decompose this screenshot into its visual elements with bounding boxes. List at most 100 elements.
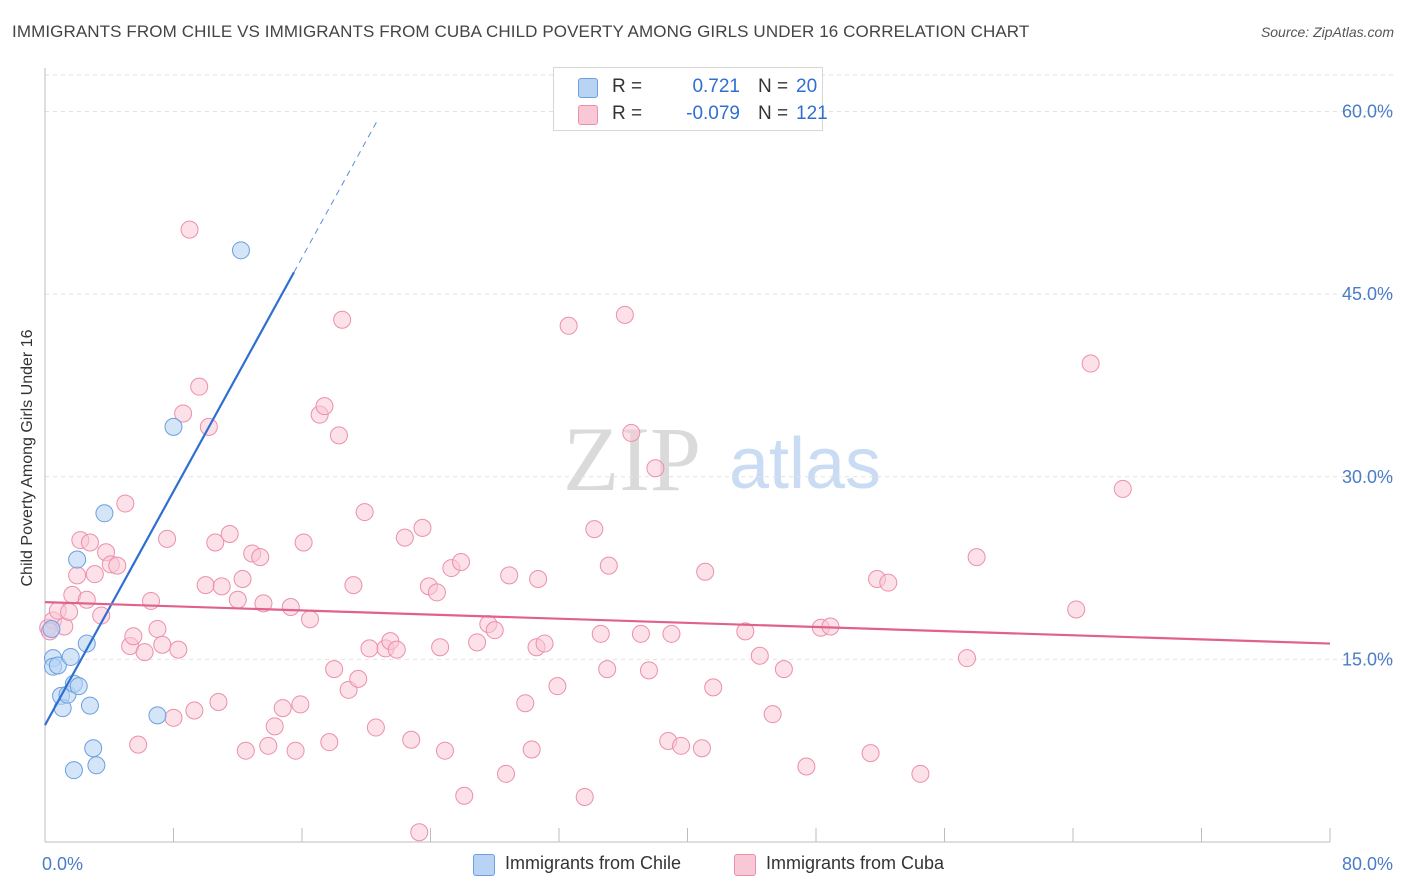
watermark-zip: ZIP xyxy=(563,408,701,510)
cuba-point xyxy=(410,823,429,842)
cuba-point xyxy=(529,570,548,589)
cuba-point xyxy=(559,316,578,335)
watermark-atlas: atlas xyxy=(729,424,881,504)
cuba-point xyxy=(967,548,986,567)
cuba-point xyxy=(585,520,604,539)
cuba-point xyxy=(797,757,816,776)
cuba-point xyxy=(124,627,143,646)
cuba-point xyxy=(395,528,414,547)
cuba-point xyxy=(427,583,446,602)
y-tick-label: 60.0% xyxy=(1342,102,1393,122)
cuba-point xyxy=(325,660,344,679)
cuba-legend-label: Immigrants from Cuba xyxy=(766,853,945,873)
cuba-point xyxy=(108,556,127,575)
cuba-point xyxy=(662,624,681,643)
cuba-point xyxy=(169,640,188,659)
cuba-point xyxy=(329,426,348,445)
cuba-point xyxy=(704,678,723,697)
x-tick-label: 0.0% xyxy=(42,854,83,874)
cuba-point xyxy=(1081,354,1100,373)
cuba-point xyxy=(622,423,641,442)
cuba-point xyxy=(281,598,300,617)
cuba-point xyxy=(500,566,519,585)
axes xyxy=(44,68,1331,843)
chile-point xyxy=(87,756,106,775)
cuba-point xyxy=(190,377,209,396)
cuba-point xyxy=(522,740,541,759)
cuba-point xyxy=(273,699,292,718)
cuba-point xyxy=(291,695,310,714)
cuba-n-value: 121 xyxy=(796,103,828,124)
y-tick-label: 45.0% xyxy=(1342,284,1393,304)
cuba-point xyxy=(116,494,135,513)
cuba-point xyxy=(220,524,239,543)
cuba-point xyxy=(431,638,450,657)
cuba-point xyxy=(911,764,930,783)
cuba-point xyxy=(174,404,193,423)
cuba-point xyxy=(452,552,471,571)
source-credit: Source: ZipAtlas.com xyxy=(1260,24,1394,40)
cuba-point xyxy=(80,533,99,552)
cuba-point xyxy=(455,786,474,805)
cuba-point xyxy=(301,610,320,629)
cuba-point xyxy=(185,701,204,720)
r-label: R = xyxy=(612,103,643,124)
cuba-point xyxy=(575,787,594,806)
cuba-point xyxy=(135,643,154,662)
y-tick-label: 15.0% xyxy=(1342,649,1393,669)
cuba-point xyxy=(294,533,313,552)
cuba-swatch xyxy=(578,105,598,125)
cuba-point xyxy=(265,717,284,736)
cuba-point xyxy=(639,661,658,680)
cuba-trend-line xyxy=(44,601,1331,645)
cuba-series xyxy=(39,220,1132,842)
cuba-point xyxy=(736,622,755,641)
series-legend: Immigrants from Chile Immigrants from Cu… xyxy=(0,852,1406,878)
cuba-point xyxy=(879,573,898,592)
chile-legend-swatch xyxy=(473,854,495,876)
cuba-point xyxy=(158,529,177,548)
chile-point xyxy=(69,677,88,696)
cuba-point xyxy=(236,741,255,760)
cuba-point xyxy=(591,624,610,643)
cuba-point xyxy=(212,577,231,596)
cuba-point xyxy=(861,744,880,763)
chart-title: IMMIGRANTS FROM CHILE VS IMMIGRANTS FROM… xyxy=(12,22,1030,41)
cuba-point xyxy=(320,733,339,752)
chile-point xyxy=(84,739,103,758)
cuba-point xyxy=(180,220,199,239)
x-tick-label: 80.0% xyxy=(1342,854,1393,874)
cuba-point xyxy=(696,562,715,581)
chile-point xyxy=(68,550,87,569)
cuba-point xyxy=(259,736,278,755)
cuba-point xyxy=(692,739,711,758)
cuba-point xyxy=(355,503,374,522)
cuba-point xyxy=(672,736,691,755)
cuba-point xyxy=(206,533,225,552)
cuba-point xyxy=(548,677,567,696)
chile-point xyxy=(42,619,61,638)
cuba-point xyxy=(516,694,535,713)
chile-series xyxy=(42,241,250,780)
cuba-point xyxy=(387,640,406,659)
cuba-point xyxy=(485,621,504,640)
cuba-point xyxy=(85,565,104,584)
cuba-point xyxy=(750,646,769,665)
cuba-point xyxy=(774,660,793,679)
chile-point xyxy=(231,241,250,260)
chile-trend-extension xyxy=(293,120,378,273)
cuba-point xyxy=(763,705,782,724)
cuba-point xyxy=(77,590,96,609)
chile-point xyxy=(95,504,114,523)
cuba-point xyxy=(148,619,167,638)
chile-swatch xyxy=(578,78,598,98)
n-label: N = xyxy=(758,76,789,97)
r-label: R = xyxy=(612,76,643,97)
cuba-point xyxy=(254,594,273,613)
cuba-point xyxy=(60,602,79,621)
cuba-point xyxy=(233,570,252,589)
cuba-point xyxy=(142,591,161,610)
chile-legend-label: Immigrants from Chile xyxy=(505,853,682,873)
cuba-point xyxy=(360,639,379,658)
